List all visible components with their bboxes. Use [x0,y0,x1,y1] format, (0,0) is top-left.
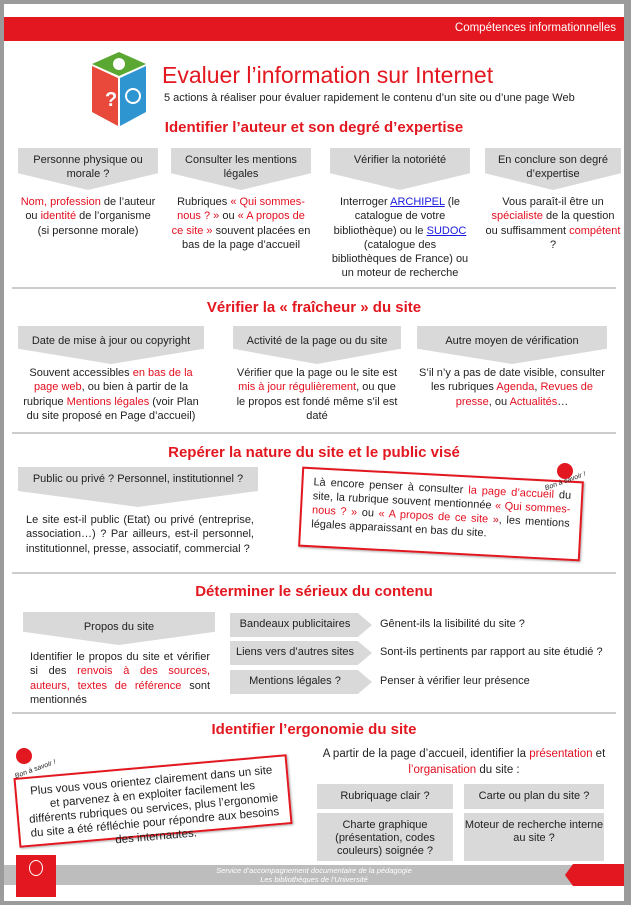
check-text: Sont-ils pertinents par rapport au site … [380,646,603,658]
criterion-header: Activité de la page ou du site [233,326,401,364]
criterion-body: Interroger ARCHIPEL (le catalogue de vot… [330,195,470,281]
nature-body: Le site est-il public (Etat) ou privé (e… [26,513,254,556]
divider [12,712,616,714]
criterion-box: Rubriquage clair ? [317,784,453,809]
highlight-text: Agenda [496,381,535,394]
university-logo [16,855,56,897]
section-5-heading: Identifier l’ergonomie du site [211,721,417,738]
text-segment: de la question ou suffisamment [485,210,615,237]
criterion-body: Vérifier que la page ou le site est mis … [233,366,401,423]
text-segment: (le catalogue de votre bibliothèque) ou … [333,196,461,237]
criterion-body: Souvent accessibles en bas de la page we… [18,366,204,423]
text-segment: , [534,381,541,394]
criterion-box: Charte graphique (présentation, codes co… [317,813,453,861]
text-segment: sont mentionnés [30,679,210,706]
criterion-body: S’il n’y a pas de date visible, consulte… [417,366,607,409]
top-banner: Compétences informationnelles [4,17,624,41]
propos-box: Propos du site [23,612,215,645]
text-segment: , ou [488,395,510,408]
highlight-text: identité [40,210,77,223]
text-segment: Interroger [339,196,391,208]
text-segment: Le site est-il public (Etat) ou privé (e… [26,514,254,555]
text-segment: Vérifier que la page ou le site est [236,367,398,379]
check-label: Bandeaux publicitaires [230,613,372,637]
page-title: Evaluer l’information sur Internet [162,62,494,88]
footer-line-1: Service d’accompagnement documentaire de… [216,866,412,875]
highlight-text: l’organisation [408,764,477,776]
text-segment: ou [356,506,379,520]
section-4-heading: Déterminer le sérieux du contenu [195,583,433,600]
catalog-link[interactable]: ARCHIPEL [390,196,445,208]
highlight-text: mis à jour régulièrement [238,381,357,394]
text-segment: de l’auteur ou [25,196,156,223]
divider [12,432,616,434]
ergonomics-note: Plus vous vous orientez clairement dans … [13,754,293,848]
check-text: Penser à vérifier leur présence [380,675,530,687]
criterion-body: Vous paraît-il être un spécialiste de la… [485,195,621,252]
highlight-text: Actualités [509,395,558,408]
text-segment: … [557,395,569,408]
criterion-body: Nom, profession de l’auteur ou identité … [18,195,158,238]
svg-text:?: ? [105,89,117,111]
pushpin-icon [16,748,32,764]
ergonomics-intro: A partir de la page d’accueil, identifie… [314,746,614,778]
text-segment: Identifier le propos du site et vérifier… [30,651,210,678]
footer-bar: Service d’accompagnement documentaire de… [4,865,624,885]
text-segment: de l’organisme (si personne morale) [37,210,151,237]
text-segment: Souvent accessibles [29,367,133,379]
footer-line-2: Les bibliothèques de l’Université [260,875,368,884]
pushpin-icon [557,463,573,479]
criterion-header: Autre moyen de vérification [417,326,607,364]
check-text: Gênent-ils la lisibilité du site ? [380,618,525,630]
highlight-text: renvois à des sources, auteurs, textes d… [30,665,211,692]
criterion-box: Carte ou plan du site ? [464,784,604,809]
text-segment: Vous paraît-il être un [502,196,604,208]
highlight-text: « A propos de ce site » [171,210,305,237]
text-segment: ? [549,238,557,251]
infographic-page: Compétences informationnelles ? Evaluer … [4,4,624,901]
criterion-header: En conclure son degré d’expertise [485,148,621,190]
criterion-header: Date de mise à jour ou copyright [18,326,204,364]
criterion-body: Rubriques « Qui sommes-nous ? » ou « A p… [171,195,311,252]
text-segment: (catalogue des bibliothèques de France) … [331,238,469,280]
footer-arrow [565,864,624,886]
check-label: Mentions légales ? [230,670,372,694]
nature-box: Public ou privé ? Personnel, institution… [18,467,258,507]
criterion-header: Vérifier la notoriété [330,148,470,190]
tip-note: Là encore penser à consulter la page d’a… [298,466,584,562]
text-segment: , ou que le propos est fondé même s’il e… [236,381,398,422]
text-segment: A partir de la page d’accueil, identifie… [322,748,530,760]
criterion-box: Moteur de recherche interne au site ? [464,813,604,861]
criterion-header: Personne physique ou morale ? [18,148,158,190]
text-segment: , ou bien à partir de la rubrique [23,381,189,408]
highlight-text: Mentions légales [66,395,150,408]
highlight-text: spécialiste [491,210,543,223]
highlight-text: compétent [569,224,621,237]
text-segment: (voir Plan du site proposé en Page d’acc… [26,395,199,422]
text-segment: et [592,748,606,760]
catalog-link[interactable]: SUDOC [426,224,467,237]
text-segment: du site : [476,764,520,776]
divider [12,287,616,289]
section-1-heading: Identifier l’auteur et son degré d’exper… [164,119,464,136]
highlight-text: « Qui sommes-nous ? » [177,196,305,223]
propos-body: Identifier le propos du site et vérifier… [30,650,210,707]
text-segment: souvent placées en bas de la page d’accu… [181,224,311,251]
text-segment: ou [219,210,238,223]
text-segment: Rubriques [177,196,231,208]
section-2-heading: Vérifier la « fraîcheur » du site [206,299,422,316]
criterion-header: Consulter les mentions légales [171,148,311,190]
section-3-heading: Repérer la nature du site et le public v… [168,444,460,461]
text-segment: S’il n’y a pas de date visible, consulte… [419,367,605,394]
highlight-text: Nom, profession [20,196,101,208]
text-segment: Plus vous vous orientez clairement dans … [28,764,280,847]
divider [12,572,616,574]
check-label: Liens vers d’autres sites [230,641,372,665]
cube-logo: ? [88,50,150,128]
highlight-text: Revues de presse [455,381,594,408]
page-subtitle: 5 actions à réaliser pour évaluer rapide… [164,92,575,104]
highlight-text: en bas de la page web [33,367,193,394]
highlight-text: présentation [529,748,593,760]
